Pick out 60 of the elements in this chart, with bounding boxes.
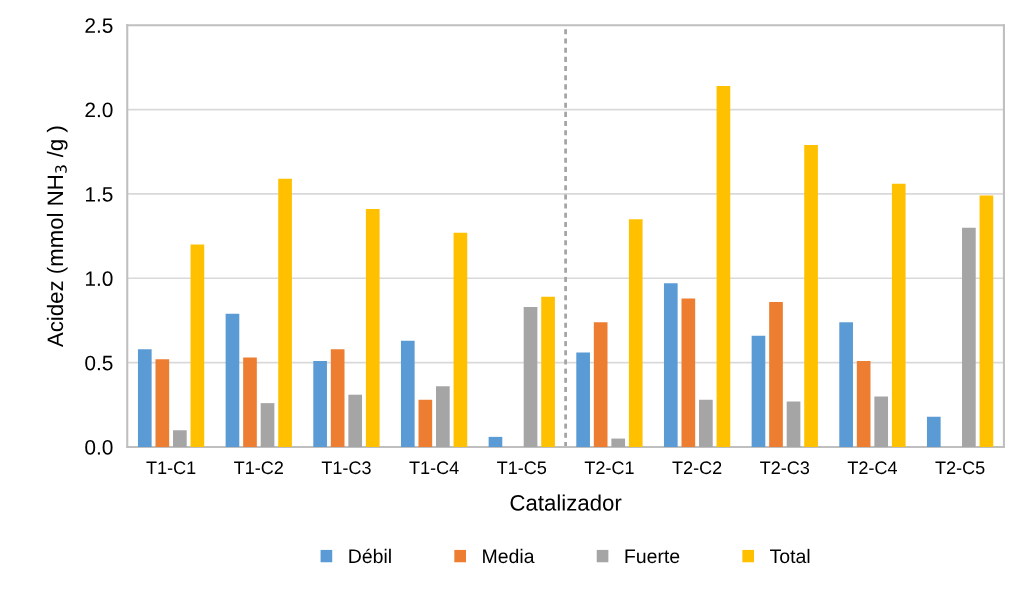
bar xyxy=(313,360,327,447)
x-tick-label: T1-C5 xyxy=(497,461,547,475)
bar xyxy=(278,178,292,447)
bar xyxy=(979,195,994,447)
x-tick-label: T2-C2 xyxy=(672,461,722,475)
legend-label: Débil xyxy=(349,548,391,564)
x-axis-title: Catalizador xyxy=(510,494,622,511)
y-tick-label: 1.5 xyxy=(86,187,113,202)
bar xyxy=(523,306,538,447)
x-tick-label: T2-C3 xyxy=(760,461,810,475)
bar xyxy=(804,144,818,447)
x-tick-label: T2-C1 xyxy=(584,461,634,475)
bar xyxy=(593,322,608,447)
bar xyxy=(962,227,976,447)
bar xyxy=(418,399,433,447)
legend-label: Fuerte xyxy=(625,549,680,564)
y-tick-label: 2.0 xyxy=(85,102,113,118)
bar xyxy=(365,209,380,447)
bar xyxy=(874,396,889,447)
bar xyxy=(453,232,468,447)
bar xyxy=(769,301,783,447)
bar xyxy=(856,360,871,447)
bar xyxy=(751,335,766,447)
y-axis-title: Acidez (mmol NH$_{3}$ /g ) xyxy=(46,126,68,348)
bar xyxy=(681,298,696,447)
bar xyxy=(628,219,643,447)
y-tick-label: 0.0 xyxy=(85,440,113,455)
bar xyxy=(400,340,415,447)
x-tick-label: T2-C5 xyxy=(935,461,985,475)
bar xyxy=(173,430,187,447)
bar xyxy=(225,313,240,447)
x-tick-label: T1-C1 xyxy=(146,461,196,475)
x-tick-label: T2-C4 xyxy=(847,461,897,475)
x-tick-label: T1-C4 xyxy=(409,461,459,475)
bar xyxy=(155,359,170,447)
bar xyxy=(663,283,678,447)
bar xyxy=(611,438,626,447)
bar xyxy=(891,183,906,447)
bar xyxy=(243,357,257,447)
bar xyxy=(786,401,801,447)
legend-label: Total xyxy=(770,548,810,564)
y-tick-label: 0.5 xyxy=(85,355,113,371)
y-tick-label: 2.5 xyxy=(85,18,113,33)
bar xyxy=(190,244,205,447)
bar xyxy=(839,322,853,447)
x-tick-label: T1-C3 xyxy=(321,461,371,475)
bar xyxy=(716,85,731,447)
bar xyxy=(699,399,713,447)
legend-label: Media xyxy=(483,548,535,564)
bar xyxy=(488,436,503,447)
bar xyxy=(260,403,275,447)
y-tick-label: 1.0 xyxy=(86,271,113,287)
bar xyxy=(576,352,590,447)
bar xyxy=(348,394,363,447)
bar xyxy=(541,296,555,447)
bar xyxy=(926,416,941,447)
bar xyxy=(330,349,345,447)
bar xyxy=(436,386,450,447)
bar xyxy=(137,349,152,447)
x-tick-label: T1-C2 xyxy=(234,461,283,475)
